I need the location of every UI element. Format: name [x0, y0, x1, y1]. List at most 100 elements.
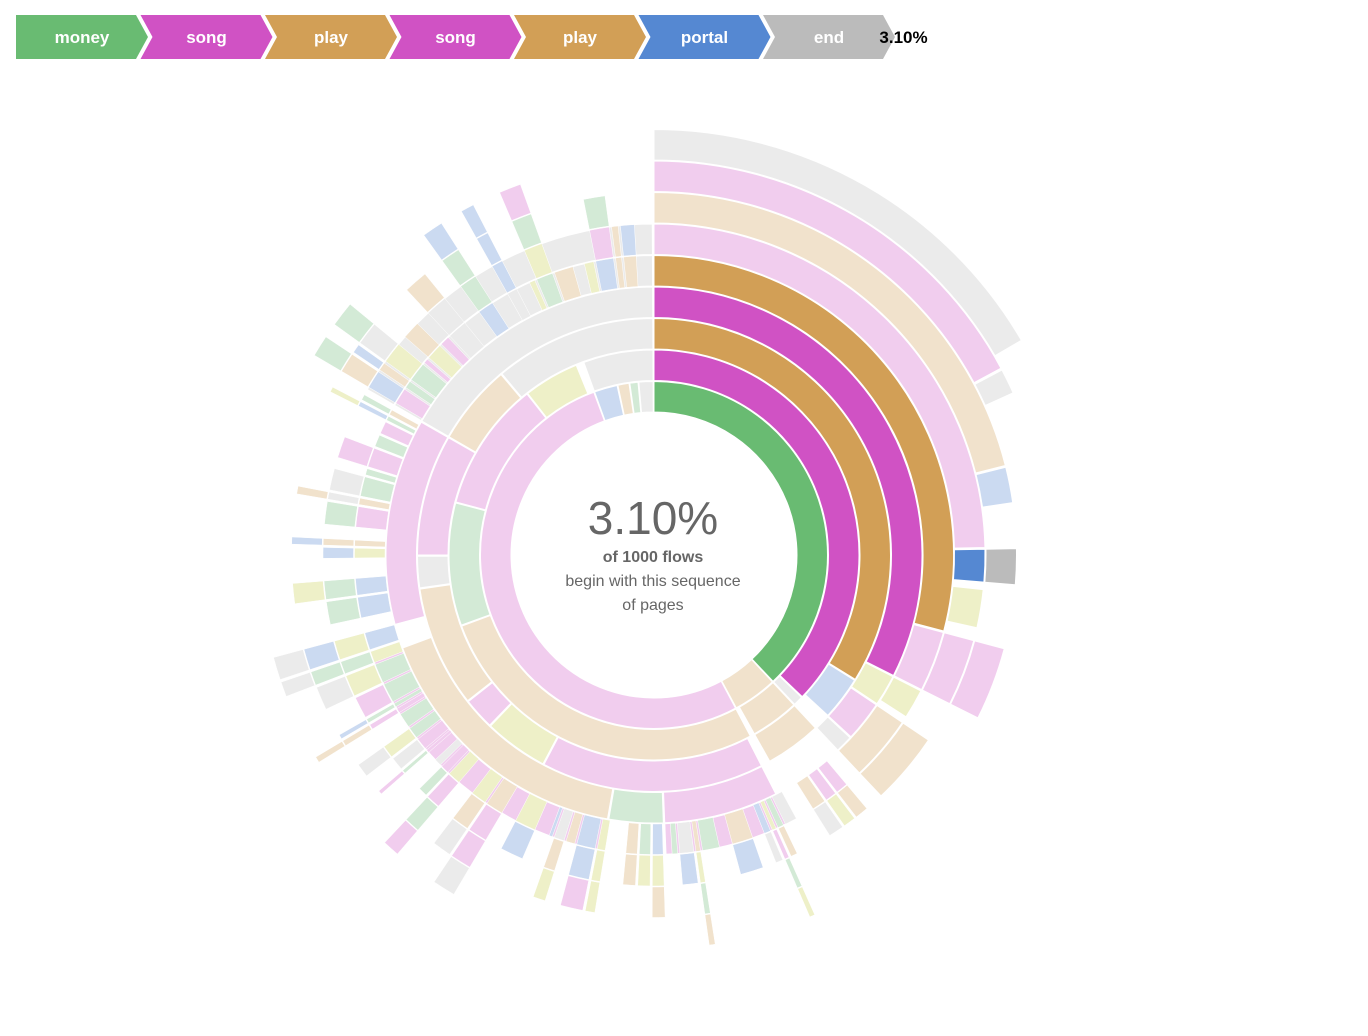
- sunburst-fragment[interactable]: [543, 838, 565, 872]
- sunburst-fragment[interactable]: [451, 830, 486, 868]
- sunburst-fragment[interactable]: [386, 415, 416, 435]
- sunburst-fragment[interactable]: [409, 710, 442, 738]
- sunburst-fragment[interactable]: [529, 279, 548, 311]
- sunburst-fragment[interactable]: [679, 852, 699, 886]
- sunburst-fragment[interactable]: [322, 547, 354, 559]
- sunburst-arc-song[interactable]: [827, 687, 877, 738]
- sunburst-fragment[interactable]: [427, 298, 465, 336]
- sunburst-fragment[interactable]: [340, 651, 374, 675]
- sunburst-fragment[interactable]: [400, 697, 434, 727]
- sunburst-fragment[interactable]: [355, 575, 388, 596]
- sunburst-arc-song[interactable]: [663, 765, 777, 824]
- breadcrumb-item-song[interactable]: song: [140, 15, 273, 59]
- sunburst-arc-other[interactable]: [850, 662, 894, 705]
- sunburst-fragment[interactable]: [423, 222, 459, 261]
- sunburst-fragment[interactable]: [434, 738, 463, 766]
- sunburst-fragment[interactable]: [292, 580, 326, 605]
- sunburst-fragment[interactable]: [329, 468, 365, 497]
- sunburst-fragment[interactable]: [354, 547, 386, 559]
- sunburst-fragment[interactable]: [536, 272, 564, 308]
- sunburst-arc-play-highlighted[interactable]: [653, 317, 891, 680]
- sunburst-fragment[interactable]: [595, 257, 618, 292]
- sunburst-fragment[interactable]: [500, 821, 535, 860]
- sunburst-fragment[interactable]: [358, 497, 391, 510]
- sunburst-arc-song-highlighted[interactable]: [653, 286, 923, 677]
- sunburst-fragment[interactable]: [651, 886, 666, 918]
- sunburst-arc-money[interactable]: [608, 788, 664, 824]
- sunburst-fragment[interactable]: [623, 255, 639, 288]
- sunburst-fragment[interactable]: [760, 800, 777, 831]
- sunburst-fragment[interactable]: [389, 409, 419, 430]
- sunburst-fragment[interactable]: [273, 649, 310, 680]
- sunburst-fragment[interactable]: [554, 266, 582, 302]
- sunburst-fragment[interactable]: [358, 401, 388, 420]
- sunburst-fragment[interactable]: [410, 364, 447, 398]
- sunburst-fragment[interactable]: [676, 821, 695, 854]
- sunburst-fragment[interactable]: [704, 913, 716, 946]
- sunburst-arc-end[interactable]: [653, 128, 1023, 357]
- sunburst-fragment[interactable]: [395, 388, 431, 419]
- sunburst-fragment[interactable]: [360, 476, 395, 503]
- sunburst-fragment[interactable]: [338, 719, 369, 740]
- sunburst-fragment[interactable]: [772, 829, 790, 860]
- sunburst-fragment[interactable]: [796, 775, 825, 810]
- sunburst-fragment[interactable]: [670, 822, 679, 855]
- sunburst-fragment[interactable]: [370, 641, 404, 663]
- breadcrumb-item-portal[interactable]: portal: [638, 15, 771, 59]
- sunburst-fragment[interactable]: [433, 818, 468, 855]
- sunburst-arc-end[interactable]: [421, 286, 654, 437]
- sunburst-fragment[interactable]: [405, 796, 439, 831]
- sunburst-fragment[interactable]: [428, 345, 463, 379]
- sunburst-fragment[interactable]: [583, 195, 610, 230]
- sunburst-fragment[interactable]: [316, 676, 354, 710]
- sunburst-fragment[interactable]: [620, 224, 637, 257]
- sunburst-arc-end[interactable]: [638, 380, 654, 414]
- sunburst-fragment[interactable]: [406, 273, 445, 313]
- sunburst-arc-song[interactable]: [455, 393, 547, 511]
- sunburst-fragment[interactable]: [326, 597, 361, 625]
- sunburst-fragment[interactable]: [355, 506, 389, 531]
- sunburst-arc-song[interactable]: [893, 624, 944, 691]
- sunburst-fragment[interactable]: [622, 853, 638, 886]
- sunburst-fragment[interactable]: [426, 729, 453, 753]
- sunburst-fragment[interactable]: [765, 797, 784, 828]
- sunburst-fragment[interactable]: [280, 672, 316, 697]
- sunburst-fragment[interactable]: [548, 806, 563, 838]
- sunburst-fragment[interactable]: [379, 362, 410, 388]
- sunburst-fragment[interactable]: [337, 436, 374, 467]
- sunburst-fragment[interactable]: [417, 720, 449, 749]
- sunburst-fragment[interactable]: [553, 808, 574, 841]
- sunburst-arc-portal[interactable]: [804, 663, 856, 717]
- sunburst-fragment[interactable]: [354, 539, 386, 548]
- sunburst-fragment[interactable]: [511, 213, 542, 250]
- breadcrumb-item-end[interactable]: end: [763, 15, 895, 59]
- sunburst-rings[interactable]: [273, 128, 1023, 946]
- sunburst-fragment[interactable]: [357, 592, 392, 619]
- sunburst-fragment[interactable]: [359, 323, 399, 362]
- sunburst-fragment[interactable]: [471, 768, 503, 803]
- sunburst-fragment[interactable]: [560, 875, 589, 911]
- sunburst-fragment[interactable]: [345, 664, 383, 697]
- sunburst-arc-song[interactable]: [416, 437, 476, 556]
- sunburst-fragment[interactable]: [691, 820, 701, 852]
- sunburst-arc-end[interactable]: [816, 716, 851, 751]
- breadcrumb-item-play[interactable]: play: [265, 15, 397, 59]
- sunburst-fragment[interactable]: [322, 538, 355, 547]
- sunburst-arc-money-highlighted[interactable]: [653, 380, 829, 682]
- sunburst-arc-song[interactable]: [385, 421, 449, 625]
- sunburst-fragment[interactable]: [396, 692, 426, 713]
- sunburst-fragment[interactable]: [460, 275, 493, 312]
- sunburst-fragment[interactable]: [310, 661, 345, 686]
- sunburst-fragment[interactable]: [625, 822, 640, 855]
- sunburst-arc-money[interactable]: [448, 502, 491, 626]
- sunburst-fragment[interactable]: [327, 491, 360, 505]
- sunburst-fragment[interactable]: [365, 468, 397, 484]
- breadcrumb-item-money[interactable]: money: [16, 15, 148, 59]
- sunburst-fragment[interactable]: [486, 777, 518, 814]
- sunburst-fragment[interactable]: [392, 739, 425, 770]
- sunburst-fragment[interactable]: [449, 322, 485, 359]
- sunburst-fragment[interactable]: [355, 684, 393, 718]
- sunburst-fragment[interactable]: [778, 825, 798, 857]
- sunburst-fragment[interactable]: [334, 303, 374, 343]
